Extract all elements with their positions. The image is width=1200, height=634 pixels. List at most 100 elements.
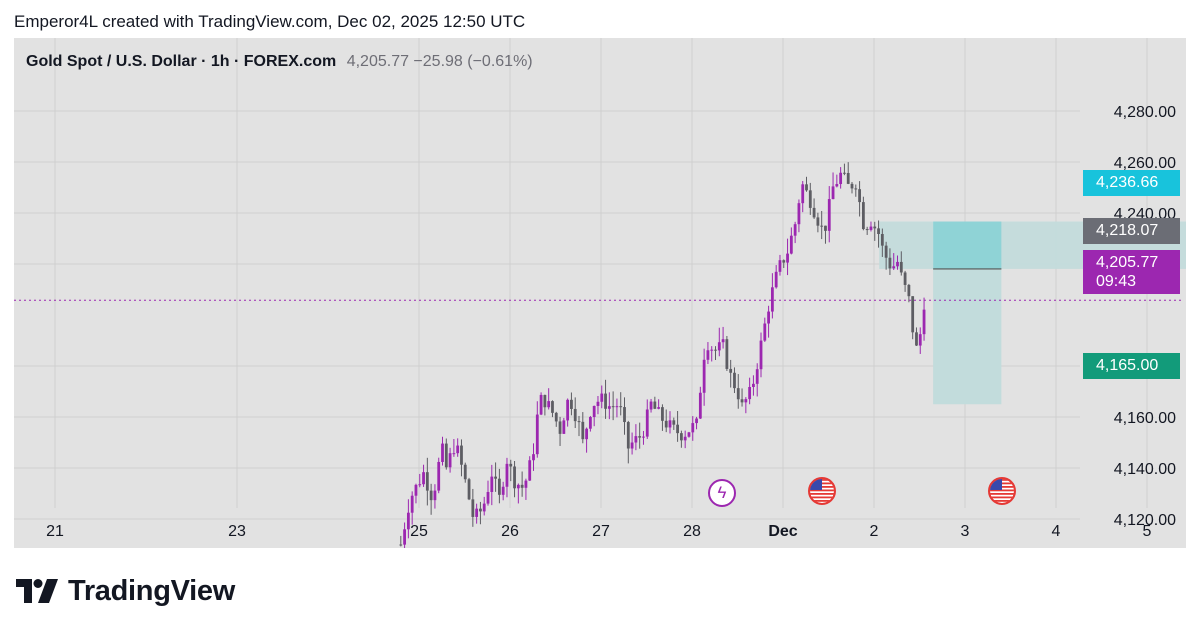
- take-profit-price-tag: 4,236.66: [1083, 170, 1180, 196]
- x-axis-tick-label: 27: [592, 523, 610, 540]
- candle-body: [543, 394, 547, 408]
- candle-body: [547, 401, 551, 408]
- candle-body: [664, 420, 668, 428]
- candle-body: [786, 253, 789, 263]
- candle-body: [744, 399, 748, 403]
- x-axis-tick-label: 26: [501, 523, 519, 540]
- candle-body: [861, 202, 865, 230]
- x-axis-tick-label: 5: [1143, 523, 1152, 540]
- candle-body: [676, 424, 679, 434]
- x-axis-tick-label: 21: [46, 523, 64, 540]
- candle-body: [596, 401, 600, 406]
- target-zone-left-extension: [879, 221, 934, 269]
- x-axis-tick-label: 23: [228, 523, 246, 540]
- candle-body: [759, 340, 763, 370]
- candle-body: [846, 172, 850, 184]
- candle-body: [528, 460, 532, 481]
- candle-body: [668, 420, 672, 428]
- entry-price-tag: 4,218.07: [1083, 218, 1180, 244]
- chart-frame[interactable]: 4,280.004,260.004,240.004,220.004,180.00…: [14, 38, 1186, 548]
- us-flag-event-icon[interactable]: [808, 477, 836, 505]
- symbol-legend: Gold Spot / U.S. Dollar · 1h · FOREX.com…: [26, 53, 533, 71]
- candle-body: [877, 228, 880, 235]
- candle-body: [634, 436, 638, 443]
- candle-body: [588, 417, 592, 429]
- symbol-quote: 4,205.77 −25.98 (−0.61%): [346, 53, 533, 70]
- candle-body: [554, 412, 558, 422]
- candle-body: [505, 463, 509, 487]
- candle-body: [494, 476, 497, 479]
- candle-body: [888, 257, 892, 269]
- candle-body: [592, 405, 596, 418]
- candle-body: [922, 309, 926, 335]
- candle-body: [490, 476, 494, 493]
- candle-body: [915, 332, 918, 346]
- candle-body: [805, 184, 808, 191]
- candle-body: [892, 266, 896, 269]
- candle-body: [873, 226, 877, 229]
- us-flag-event-icon[interactable]: [988, 477, 1016, 505]
- candle-body: [399, 544, 403, 546]
- candle-body: [645, 409, 649, 437]
- candle-body: [736, 388, 740, 400]
- candle-body: [581, 421, 585, 440]
- candle-body: [721, 339, 725, 343]
- candle-body: [808, 190, 812, 208]
- stop-loss-zone: [933, 268, 1002, 405]
- candle-body: [623, 407, 626, 423]
- candle-body: [850, 183, 854, 189]
- candle-body: [767, 311, 770, 324]
- candle-body: [607, 406, 611, 409]
- candle-body: [604, 393, 607, 409]
- price-chart[interactable]: 4,280.004,260.004,240.004,220.004,180.00…: [14, 38, 1186, 548]
- candle-body: [824, 225, 827, 231]
- candle-body: [706, 350, 710, 360]
- candle-body: [778, 260, 782, 272]
- candle-body: [497, 478, 501, 495]
- candle-body: [714, 349, 717, 351]
- candle-body: [843, 172, 846, 174]
- candle-body: [429, 490, 433, 501]
- y-axis-tick-label: 4,260.00: [1114, 155, 1176, 172]
- candle-body: [869, 226, 873, 230]
- candle-body: [460, 445, 463, 465]
- candle-body: [482, 503, 486, 512]
- candle-body: [695, 418, 698, 424]
- candle-body: [619, 406, 623, 408]
- candle-body: [839, 172, 843, 185]
- y-axis-tick-label: 4,120.00: [1114, 512, 1176, 529]
- candle-body: [566, 399, 570, 421]
- candle-body: [441, 443, 444, 462]
- y-axis-tick-label: 4,140.00: [1114, 461, 1176, 478]
- tradingview-logo-icon: [16, 579, 58, 603]
- candle-body: [740, 399, 744, 403]
- lightning-event-icon[interactable]: ϟ: [708, 479, 736, 507]
- candle-body: [733, 372, 736, 389]
- candle-body: [880, 234, 884, 246]
- candle-body: [638, 436, 642, 438]
- last-price-value: 4,205.77: [1096, 254, 1159, 271]
- candle-body: [729, 368, 733, 373]
- candle-body: [611, 406, 615, 408]
- candle-body: [467, 479, 471, 500]
- candle-body: [452, 453, 456, 455]
- candle-body: [570, 399, 573, 409]
- candle-body: [524, 480, 528, 488]
- candle-body: [698, 392, 702, 419]
- candle-body: [896, 261, 899, 267]
- candle-body: [422, 472, 425, 485]
- candle-body: [615, 406, 619, 408]
- tradingview-logo-text: TradingView: [68, 575, 235, 607]
- candle-body: [858, 189, 861, 203]
- candle-body: [551, 401, 554, 413]
- header-credit: Emperor4L created with TradingView.com, …: [14, 12, 526, 31]
- profit-zone: [933, 221, 1002, 269]
- x-axis-tick-label: 3: [961, 523, 970, 540]
- candle-body: [532, 454, 535, 461]
- candle-body: [653, 401, 657, 409]
- candle-body: [425, 472, 429, 491]
- y-axis-tick-label: 4,280.00: [1114, 104, 1176, 121]
- candle-body: [539, 394, 543, 415]
- candle-body: [479, 508, 482, 512]
- candle-body: [573, 408, 577, 422]
